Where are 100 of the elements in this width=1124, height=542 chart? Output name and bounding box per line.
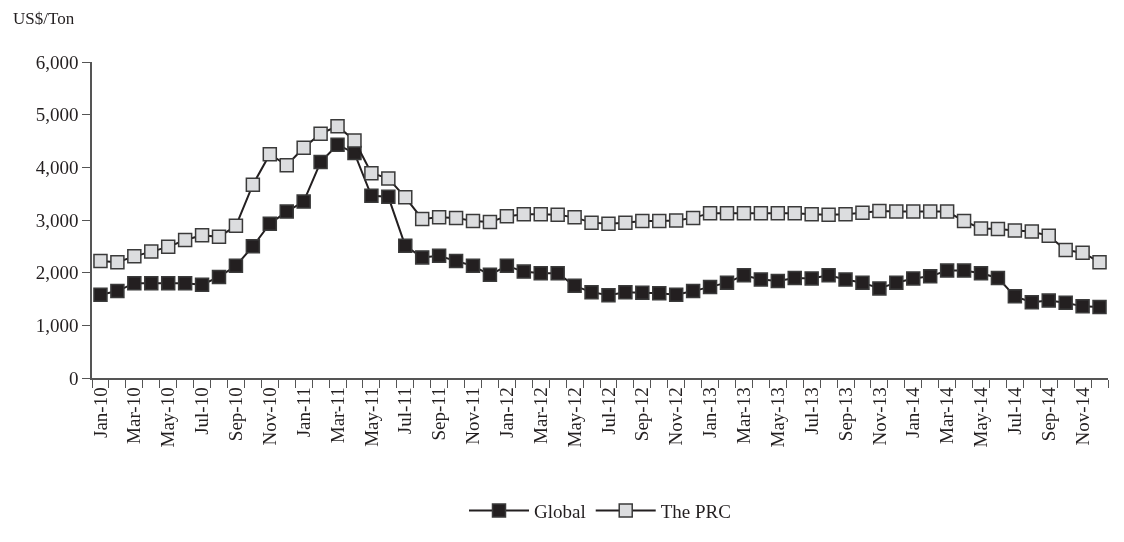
point bbox=[313, 154, 328, 170]
point bbox=[906, 271, 921, 286]
point bbox=[364, 165, 379, 181]
point bbox=[939, 263, 955, 278]
point bbox=[753, 272, 769, 287]
point bbox=[652, 285, 667, 301]
point bbox=[889, 275, 904, 290]
point bbox=[1092, 254, 1107, 270]
point bbox=[245, 239, 261, 254]
x-tick-label: Jul-10 bbox=[191, 387, 213, 435]
point bbox=[702, 279, 718, 295]
point bbox=[906, 204, 921, 219]
x-tick-label: May-11 bbox=[360, 387, 382, 447]
point bbox=[889, 204, 904, 219]
point bbox=[922, 269, 938, 284]
point bbox=[381, 189, 396, 205]
point bbox=[804, 271, 819, 286]
point bbox=[1075, 299, 1090, 314]
point bbox=[872, 203, 887, 219]
y-tick-label: 3,000 bbox=[35, 209, 79, 231]
x-tick-label: Mar-11 bbox=[326, 387, 348, 444]
x-tick-label: Jul-14 bbox=[1004, 386, 1026, 435]
point bbox=[635, 213, 650, 229]
y-tick-label: 1,000 bbox=[35, 314, 79, 336]
x-tick-label: May-10 bbox=[157, 387, 179, 448]
point bbox=[939, 204, 955, 219]
point bbox=[211, 269, 227, 285]
point bbox=[465, 258, 481, 274]
point bbox=[838, 272, 853, 287]
point bbox=[990, 221, 1006, 237]
x-tick-label: Mar-13 bbox=[733, 387, 755, 444]
point bbox=[431, 248, 447, 264]
point bbox=[381, 171, 396, 186]
point bbox=[194, 228, 210, 243]
x-tick-label: Sep-11 bbox=[428, 387, 450, 441]
point bbox=[787, 270, 802, 286]
point bbox=[1024, 224, 1040, 239]
point bbox=[1041, 293, 1056, 308]
point bbox=[93, 253, 108, 269]
point bbox=[364, 188, 379, 204]
point bbox=[821, 268, 836, 283]
point bbox=[499, 209, 515, 224]
x-tick-label: Nov-12 bbox=[665, 387, 687, 446]
x-tick-label: May-12 bbox=[563, 387, 585, 448]
point bbox=[448, 253, 464, 269]
point bbox=[110, 254, 125, 270]
x-tick-label: May-13 bbox=[766, 387, 788, 448]
point bbox=[922, 204, 938, 219]
point bbox=[770, 273, 786, 289]
point bbox=[211, 229, 227, 245]
point bbox=[279, 157, 294, 173]
point bbox=[1024, 294, 1040, 310]
point bbox=[635, 285, 650, 300]
x-tick-label: Mar-14 bbox=[936, 386, 958, 444]
point bbox=[618, 284, 633, 300]
point bbox=[804, 206, 819, 222]
point bbox=[245, 177, 261, 192]
point bbox=[482, 214, 498, 230]
point bbox=[533, 206, 548, 222]
x-tick-label: Jan-10 bbox=[89, 387, 111, 439]
point bbox=[702, 205, 718, 221]
point bbox=[296, 194, 311, 209]
point bbox=[313, 126, 328, 141]
point bbox=[736, 268, 752, 283]
point bbox=[550, 265, 565, 281]
x-tick-label: Sep-10 bbox=[225, 387, 247, 442]
point bbox=[1058, 295, 1073, 310]
y-tick-label: 6,000 bbox=[35, 51, 79, 73]
point bbox=[872, 281, 887, 296]
x-tick-label: Jul-12 bbox=[597, 387, 619, 435]
point bbox=[787, 205, 802, 221]
point bbox=[584, 215, 599, 230]
point bbox=[431, 210, 447, 225]
point bbox=[668, 213, 684, 228]
point bbox=[330, 119, 345, 134]
point bbox=[753, 205, 769, 221]
point bbox=[770, 205, 786, 221]
x-tick-label: Jan-14 bbox=[902, 386, 924, 439]
x-tick-label: Sep-12 bbox=[631, 387, 653, 442]
point bbox=[821, 207, 836, 222]
point bbox=[516, 264, 532, 279]
x-tick-label: Mar-12 bbox=[529, 387, 551, 444]
point bbox=[668, 287, 684, 303]
y-tick-label: 2,000 bbox=[35, 262, 79, 284]
point bbox=[398, 238, 413, 254]
point bbox=[956, 213, 972, 229]
point bbox=[736, 205, 752, 221]
point bbox=[956, 263, 972, 278]
point bbox=[262, 216, 278, 231]
point bbox=[414, 211, 430, 227]
point bbox=[567, 278, 582, 294]
point bbox=[855, 205, 870, 220]
point bbox=[144, 244, 159, 259]
point bbox=[838, 206, 853, 222]
point bbox=[144, 275, 159, 291]
point bbox=[1007, 289, 1023, 304]
point bbox=[516, 206, 532, 222]
x-tick-label: Mar-10 bbox=[123, 387, 145, 444]
point bbox=[533, 265, 548, 281]
point bbox=[177, 275, 193, 291]
